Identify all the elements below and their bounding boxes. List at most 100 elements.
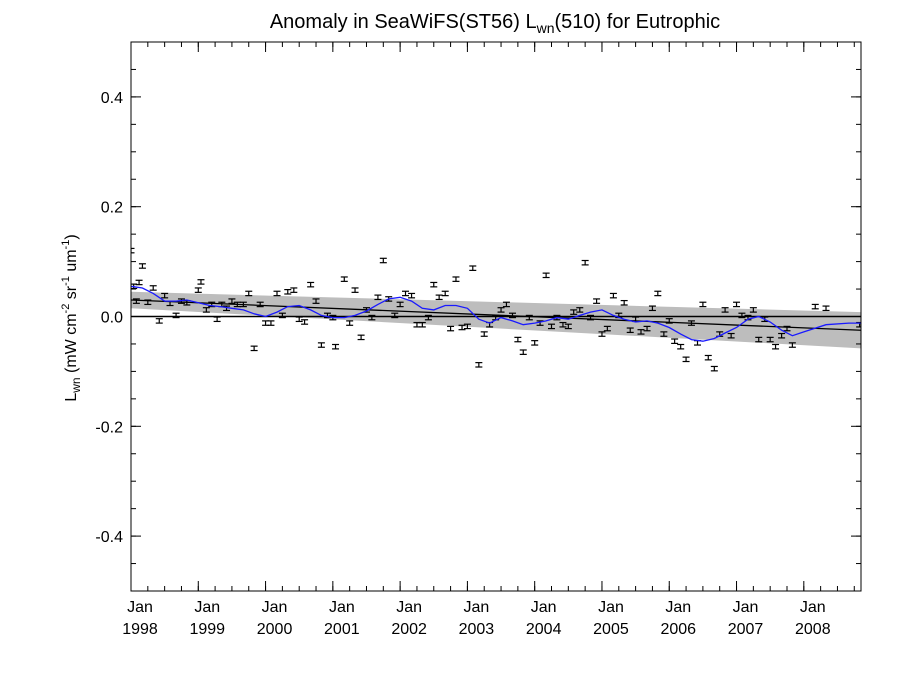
y-tick-label: -0.2 [95, 419, 123, 436]
data-point [132, 298, 140, 304]
data-point [256, 301, 264, 308]
data-point [213, 316, 221, 323]
data-point [194, 287, 202, 293]
x-tick-month-label: Jan [127, 599, 153, 616]
data-point [149, 285, 157, 291]
x-tick-year-label: 2004 [526, 621, 562, 638]
data-point [262, 320, 270, 326]
data-point [161, 292, 169, 299]
data-point [576, 307, 584, 313]
x-tick-month-label: Jan [194, 599, 220, 616]
plot-area [131, 247, 861, 372]
x-tick-month-label: Jan [262, 599, 288, 616]
data-point [593, 298, 601, 304]
data-point [418, 321, 426, 328]
x-tick-year-label: 2008 [795, 621, 831, 638]
data-point [463, 323, 471, 330]
data-point [699, 301, 707, 308]
data-point [733, 301, 741, 308]
data-point [233, 301, 241, 308]
data-point [519, 349, 527, 355]
x-tick-year-label: 2005 [593, 621, 629, 638]
data-point [307, 281, 315, 288]
y-tick-label: 0.0 [101, 310, 123, 327]
y-axis-label: Lwn (mW cm-2 sr-1 um-1) [60, 234, 83, 401]
data-point [704, 354, 712, 361]
x-tick-year-label: 2003 [459, 621, 495, 638]
data-point [458, 324, 466, 331]
data-point [295, 316, 303, 323]
data-point [430, 281, 438, 288]
x-tick-month-label: Jan [329, 599, 355, 616]
data-point [447, 325, 455, 332]
data-point [480, 331, 488, 337]
data-point [301, 319, 309, 325]
data-point [687, 320, 695, 326]
x-tick-year-label: 1999 [189, 621, 225, 638]
x-tick-year-label: 1998 [122, 621, 158, 638]
data-point [778, 332, 786, 339]
data-point [441, 290, 449, 297]
data-point [379, 257, 387, 264]
data-point [783, 325, 791, 332]
smoothed-series-line [131, 285, 861, 342]
data-point [502, 301, 510, 308]
data-point [626, 327, 634, 334]
x-tick-month-label: Jan [800, 599, 826, 616]
data-point [396, 301, 404, 308]
chart-title: Anomaly in SeaWiFS(ST56) Lwn(510) for Eu… [270, 11, 720, 36]
data-point [564, 323, 572, 330]
x-tick-month-label: Jan [665, 599, 691, 616]
data-point [202, 307, 210, 313]
data-point [278, 312, 286, 319]
data-point [772, 343, 780, 350]
data-point [570, 309, 578, 315]
data-point [822, 305, 830, 312]
data-point [587, 314, 595, 321]
x-tick-year-label: 2002 [391, 621, 427, 638]
data-point [197, 279, 205, 285]
data-point [755, 336, 763, 343]
y-tick-label: 0.2 [101, 200, 123, 217]
data-point [340, 276, 348, 282]
data-point [749, 307, 757, 313]
data-point [317, 342, 325, 348]
data-point [682, 356, 690, 363]
data-point [637, 329, 645, 335]
data-point [332, 343, 340, 350]
x-tick-year-label: 2007 [728, 621, 764, 638]
data-point [721, 307, 729, 313]
data-point [514, 336, 522, 343]
data-point [671, 338, 679, 345]
axes: 0.4 0.2 0.0 -0.2 -0.4 Jan 1998 Jan 1999 Jan 2000 Ja… [95, 41, 862, 638]
x-tick-month-label: Jan [598, 599, 624, 616]
y-tick-label: 0.4 [101, 90, 123, 107]
data-point [172, 312, 180, 319]
data-point [469, 265, 477, 271]
data-point [648, 305, 656, 312]
data-point [223, 305, 231, 312]
data-point [525, 314, 533, 321]
data-point [654, 290, 662, 297]
data-point [312, 298, 320, 304]
data-point [245, 290, 253, 297]
data-point [357, 334, 365, 341]
data-point [766, 336, 774, 343]
data-point [609, 292, 617, 299]
data-point [643, 325, 651, 332]
data-point [620, 299, 628, 306]
x-tick-month-label: Jan [396, 599, 422, 616]
data-point [346, 320, 354, 326]
x-tick-year-label: 2000 [257, 621, 293, 638]
data-point [677, 343, 685, 350]
data-point [351, 287, 359, 293]
data-point [144, 299, 152, 306]
data-point [135, 279, 143, 286]
x-tick-month-label: Jan [464, 599, 490, 616]
data-point [660, 331, 668, 337]
data-point [250, 345, 258, 352]
data-point [603, 325, 611, 332]
x-tick-month-label: Jan [531, 599, 557, 616]
data-point [811, 303, 819, 310]
data-point [452, 276, 460, 282]
